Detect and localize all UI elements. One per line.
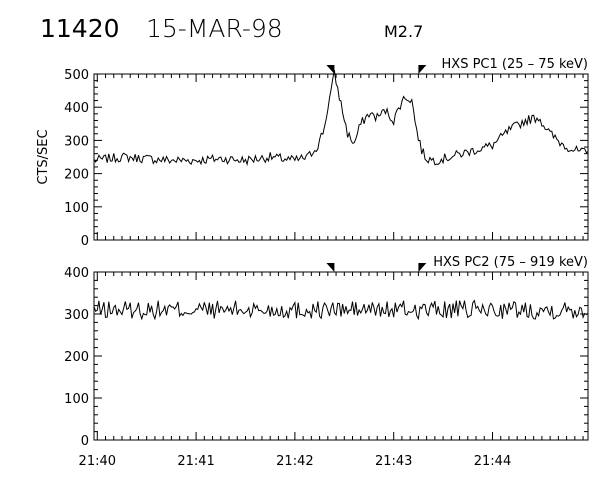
y-tick-label: 500 — [64, 68, 89, 83]
event-start-marker — [326, 65, 335, 74]
plot-frame-1 — [93, 73, 589, 241]
x-tick-label: 21:40 — [79, 454, 116, 469]
event-end-marker — [418, 263, 427, 272]
y-tick-label: 300 — [64, 308, 89, 323]
y-tick-label: 0 — [81, 434, 89, 449]
y-tick-label: 100 — [64, 392, 89, 407]
y-axis-label: CTS/SEC — [36, 129, 51, 184]
y-tick-label: 0 — [81, 234, 89, 249]
y-tick-label: 200 — [64, 350, 89, 365]
series-line — [93, 70, 589, 167]
x-tick-label: 21:44 — [474, 454, 511, 469]
flare-class: M2.7 — [384, 22, 424, 41]
event-date: 15-MAR-98 — [146, 14, 283, 43]
event-id: 11420 — [40, 14, 120, 43]
series-line — [93, 299, 589, 321]
x-tick-label: 21:41 — [177, 454, 214, 469]
y-tick-label: 100 — [64, 201, 89, 216]
y-tick-label: 400 — [64, 266, 89, 281]
plot-title: HXS PC2 (75 – 919 keV) — [433, 255, 588, 270]
y-tick-label: 400 — [64, 101, 89, 116]
y-tick-label: 300 — [64, 134, 89, 149]
x-tick-label: 21:43 — [375, 454, 412, 469]
plot-frame-2 — [93, 271, 589, 441]
plot-title: HXS PC1 (25 – 75 keV) — [442, 57, 588, 72]
x-tick-label: 21:42 — [276, 454, 313, 469]
event-start-marker — [326, 263, 335, 272]
event-end-marker — [418, 65, 427, 74]
y-tick-label: 200 — [64, 168, 89, 183]
